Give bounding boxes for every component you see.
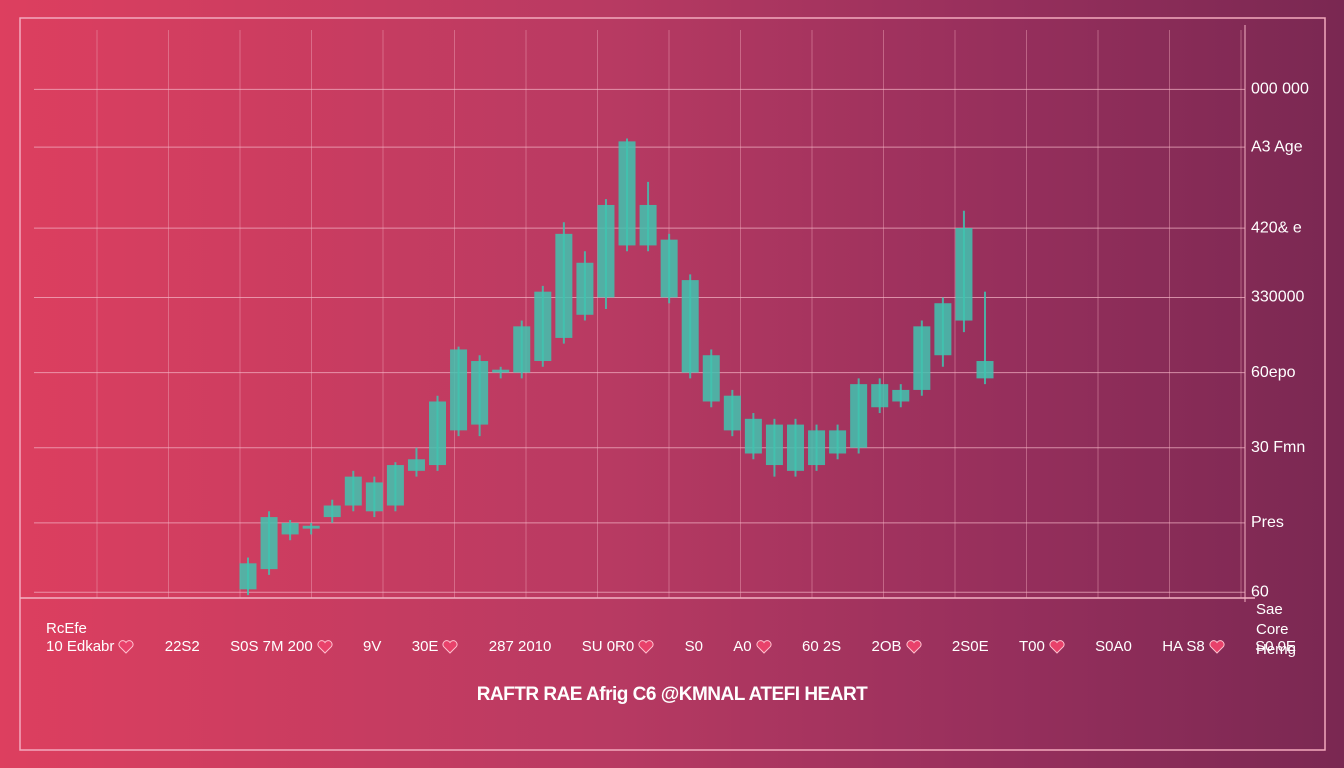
candle-body	[850, 384, 868, 448]
heart-icon	[1209, 639, 1225, 654]
right-note: Core	[1256, 621, 1289, 638]
y-tick-label: 60	[1251, 583, 1269, 600]
legend-text: T00	[1018, 638, 1045, 655]
legend-text: 287 2010	[488, 638, 552, 655]
candle-body	[239, 563, 257, 590]
candle-body	[765, 424, 783, 466]
legend-text: SU 0R0	[581, 638, 635, 655]
candle-body	[407, 459, 425, 471]
legend-entry: S0 0E	[1255, 638, 1296, 655]
candle-body	[808, 430, 826, 466]
candle-body	[723, 395, 741, 431]
legend-entry: S0S 7M 200	[230, 638, 333, 655]
candle-body	[450, 349, 468, 431]
y-tick-label: A3 Age	[1251, 138, 1303, 155]
frame	[19, 17, 1326, 751]
candle-body	[344, 476, 362, 506]
legend-text: S0	[684, 638, 703, 655]
legend-entry: SU 0R0	[582, 638, 655, 655]
legend-entry: A0	[733, 638, 772, 655]
legend-text: S0 0E	[1255, 638, 1296, 655]
y-tick-label: 60epo	[1251, 364, 1296, 381]
candle-body	[576, 262, 594, 315]
legend-text: 2S0E	[951, 638, 989, 655]
candle-body	[323, 505, 341, 518]
right-note: Sae	[1256, 601, 1283, 618]
candle-body	[597, 204, 615, 298]
heart-icon	[317, 639, 333, 654]
candle-body	[702, 355, 720, 402]
legend-text: 30E	[411, 638, 439, 655]
y-tick-label: 30 Fmn	[1251, 439, 1305, 456]
legend-text: 22S2	[164, 638, 200, 655]
candle-body	[639, 204, 657, 246]
heart-icon	[1049, 639, 1065, 654]
candle-body	[365, 482, 383, 512]
candle-body	[681, 280, 699, 373]
legend-entry: 2OB	[872, 638, 922, 655]
legend-row: 10 Edkabr 22S2 S0S 7M 200 9V 30E 287 2010 SU 0…	[46, 638, 1296, 655]
candle-body	[913, 326, 931, 390]
heart-icon	[638, 639, 654, 654]
legend-text: S0A0	[1095, 638, 1132, 655]
candle-body	[955, 228, 973, 321]
y-tick-label: 420& e	[1251, 219, 1302, 236]
chart-title: RAFTR RAE Afrig C6 @KMNAL ATEFI HEART	[476, 684, 868, 705]
candle-body	[892, 389, 910, 402]
legend-entry: 2S0E	[952, 638, 989, 655]
legend-text: 9V	[363, 638, 382, 655]
legend-entry: 22S2	[165, 638, 200, 655]
legend-text: A0	[733, 638, 752, 655]
y-tick-label: 000 000	[1251, 81, 1309, 98]
legend-entry: S0	[685, 638, 703, 655]
legend-text: 60 2S	[801, 638, 842, 655]
candle-body	[260, 517, 278, 570]
legend-entry: 9V	[363, 638, 381, 655]
legend-text: S0S 7M 200	[230, 638, 313, 655]
candle-body	[386, 465, 404, 506]
legend-text: HA S8	[1162, 638, 1205, 655]
y-tick-label: 330000	[1251, 289, 1304, 306]
candle-body	[934, 303, 952, 356]
legend-entry: T00	[1019, 638, 1065, 655]
corner-label: RcEfe	[46, 620, 87, 637]
heart-icon	[118, 639, 134, 654]
candle-body	[471, 361, 489, 425]
legend-entry: 30E	[412, 638, 459, 655]
candle-body	[513, 326, 531, 373]
legend-entry: 10 Edkabr	[46, 638, 134, 655]
y-tick-label: Pres	[1251, 514, 1284, 531]
candle-body	[492, 369, 510, 373]
candle-body	[302, 525, 320, 529]
candle-body	[829, 430, 847, 454]
legend-entry: 287 2010	[489, 638, 552, 655]
right-note: Hemg	[1256, 641, 1297, 658]
candle-body	[744, 418, 762, 454]
candle-body	[534, 291, 552, 362]
candle-body	[786, 424, 804, 471]
vertical-grid	[96, 30, 1242, 598]
heart-icon	[906, 639, 922, 654]
candle-body	[976, 361, 994, 379]
legend-text: 10 Edkabr	[46, 638, 115, 655]
right-notes: Sae Core Hemg	[1256, 600, 1296, 660]
candle-body	[618, 141, 636, 246]
heart-icon	[442, 639, 458, 654]
heart-icon	[756, 639, 772, 654]
candle-body	[429, 401, 447, 466]
legend-text: 2OB	[871, 638, 902, 655]
legend-entry: 60 2S	[802, 638, 841, 655]
legend-entry: HA S8	[1162, 638, 1225, 655]
candle-body	[281, 522, 299, 535]
candle-body	[660, 239, 678, 298]
candle-body	[871, 384, 889, 408]
legend-entry: S0A0	[1095, 638, 1132, 655]
candle-body	[555, 233, 573, 338]
